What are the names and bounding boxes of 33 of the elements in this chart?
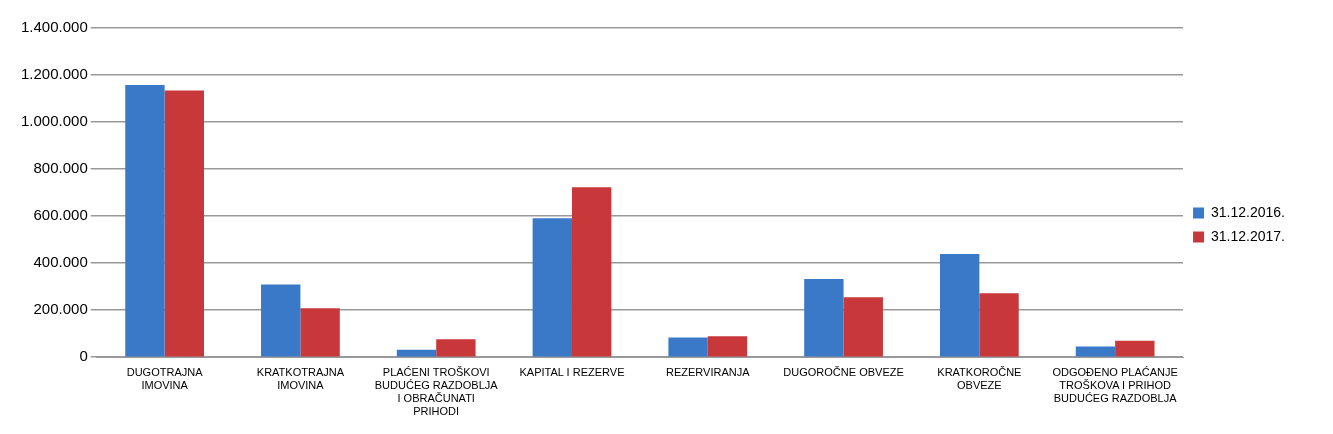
- y-tick-label: 1.200.000: [21, 65, 88, 83]
- bar: [939, 253, 980, 357]
- bar: [532, 218, 572, 357]
- legend-label: 31.12.2016.: [1211, 203, 1286, 220]
- bar: [979, 293, 1019, 357]
- bar: [300, 308, 340, 357]
- y-tick-label: 600.000: [33, 206, 88, 224]
- bar: [571, 187, 612, 357]
- bar: [707, 336, 748, 357]
- bar: [804, 278, 844, 357]
- bar: [125, 84, 165, 357]
- x-tick-label: KRATKOTRAJNA IMOVINA: [256, 365, 345, 392]
- bar: [436, 339, 476, 357]
- x-tick-label: DUGOROČNE OBVEZE: [783, 365, 904, 378]
- x-tick-label: PLAĆENI TROŠKOVI BUDUĆEG RAZDOBLJA I OBRAČUNATI PRIHODI: [374, 365, 499, 418]
- x-tick-label: ODGOĐENO PLAĆANJE TROŠKOVA I PRIHOD BUDUĆEG RAZDOBLJA: [1052, 365, 1178, 405]
- bar: [1115, 340, 1155, 357]
- x-tick-label: DUGOTRAJNA IMOVINA: [126, 365, 204, 392]
- x-tick-label: REZERVIRANJA: [666, 365, 751, 378]
- bar: [843, 297, 883, 357]
- x-tick-label: KRATKOROČNE OBVEZE: [937, 365, 1022, 392]
- y-tick-label: 800.000: [33, 159, 88, 177]
- bar: [261, 284, 301, 357]
- y-tick-label: 200.000: [33, 300, 88, 318]
- y-tick-label: 0: [79, 347, 88, 365]
- y-tick-label: 1.000.000: [21, 112, 88, 130]
- bar: [1075, 346, 1116, 357]
- y-tick-label: 1.400.000: [21, 18, 88, 36]
- bar: [164, 90, 204, 357]
- y-tick-label: 400.000: [33, 253, 88, 271]
- x-tick-label: KAPITAL I REZERVE: [519, 365, 625, 378]
- bar: [668, 337, 708, 357]
- legend-label: 31.12.2017.: [1211, 227, 1286, 244]
